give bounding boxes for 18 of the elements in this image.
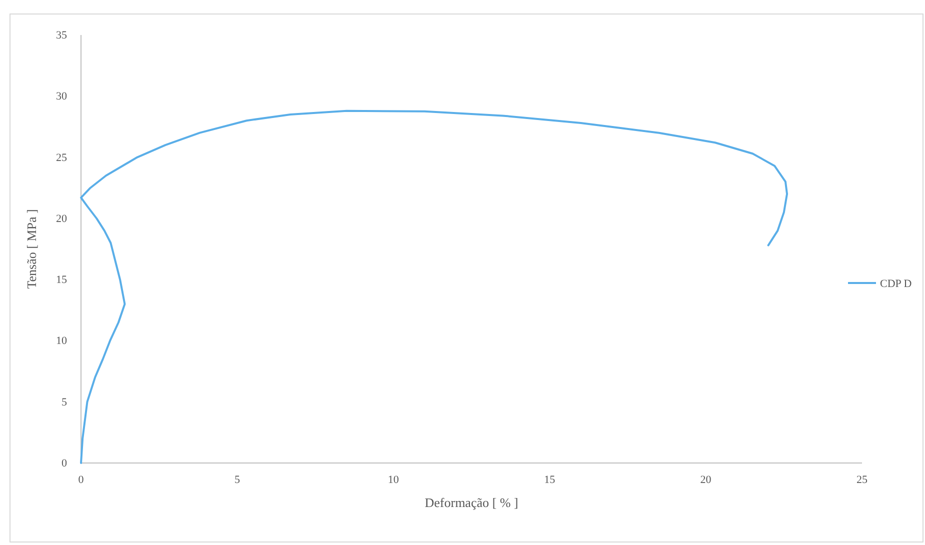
legend-label: CDP D [880,278,912,290]
y-tick-label: 30 [56,90,68,103]
x-axis-title: Deformação [ % ] [424,495,518,510]
x-tick-label: 0 [78,474,84,486]
y-tick-label: 0 [62,458,68,470]
y-tick-label: 10 [56,335,68,348]
x-tick-label: 25 [856,474,868,486]
x-tick-label: 20 [700,474,712,486]
y-tick-label: 25 [56,152,68,164]
y-axis-title: Tensão [ MPa ] [24,209,39,289]
x-tick-label: 10 [388,474,400,486]
y-tick-label: 35 [56,30,68,42]
x-tick-label: 5 [234,474,240,486]
y-tick-label: 5 [62,396,68,408]
y-tick-label: 20 [56,212,68,225]
x-tick-label: 15 [544,474,556,486]
line-series [80,110,788,464]
y-tick-label: 15 [56,274,68,286]
